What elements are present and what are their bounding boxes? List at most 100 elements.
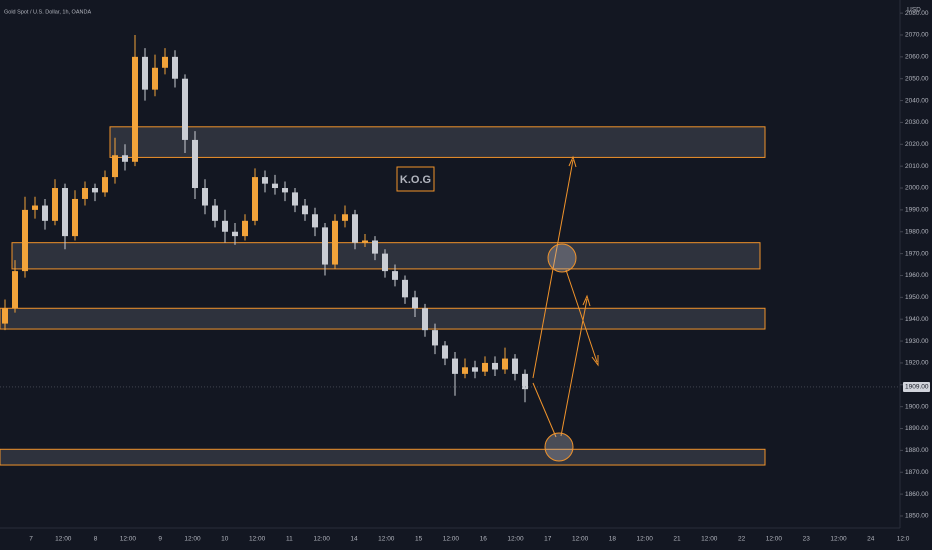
candle-body	[162, 56, 168, 68]
x-tick-label: 12:00	[120, 536, 137, 543]
candle-body	[252, 177, 258, 221]
zone	[0, 307, 766, 330]
y-tick-label: 1920.00	[905, 360, 929, 367]
candle-body	[282, 188, 288, 193]
candle-body	[202, 188, 208, 206]
candle-body	[22, 209, 28, 272]
x-tick-label: 12:00	[443, 536, 460, 543]
x-tick-label: 12:00	[701, 536, 718, 543]
y-tick-label: 2030.00	[905, 119, 929, 126]
candle-body	[422, 308, 428, 331]
x-tick-label: 22	[738, 536, 746, 543]
candle-body	[2, 308, 8, 324]
candle-body	[302, 205, 308, 215]
y-tick-label: 1960.00	[905, 272, 929, 279]
y-tick-label: 2070.00	[905, 32, 929, 39]
candle-body	[392, 271, 398, 280]
candle-body	[232, 231, 238, 237]
last-price-box	[903, 381, 930, 392]
candle-body	[322, 227, 328, 265]
last-price-label: 1909.00	[905, 384, 929, 391]
y-tick-label: 2040.00	[905, 97, 929, 104]
x-tick-label: 12:00	[637, 536, 654, 543]
drawings	[396, 155, 599, 462]
y-tick-label: 1940.00	[905, 316, 929, 323]
candle-body	[122, 155, 128, 162]
candle-body	[402, 279, 408, 298]
target-circle	[547, 243, 577, 273]
arrow-head	[582, 294, 591, 307]
candle-body	[82, 188, 88, 199]
candle-body	[432, 330, 438, 346]
candle-body	[212, 205, 218, 221]
y-tick-label: 1930.00	[905, 338, 929, 345]
y-tick-label: 1990.00	[905, 207, 929, 214]
candle-body	[332, 220, 338, 265]
candle-body	[192, 139, 198, 189]
x-tick-label: 17	[544, 536, 552, 543]
candle-body	[312, 214, 318, 228]
candle-body	[142, 56, 148, 90]
candle-body	[482, 362, 488, 372]
y-tick-label: 1900.00	[905, 403, 929, 410]
candle-body	[222, 220, 228, 232]
candle-body	[182, 78, 188, 140]
candle-body	[492, 362, 498, 370]
projection-arrow	[532, 382, 557, 438]
candle-body	[382, 253, 388, 272]
x-tick-label: 8	[94, 536, 98, 543]
x-tick-label: 7	[29, 536, 33, 543]
x-tick-label: 12:00	[507, 536, 524, 543]
candle-body	[472, 367, 478, 372]
y-tick-label: 1890.00	[905, 425, 929, 432]
x-tick-label: 16	[480, 536, 488, 543]
y-tick-label: 1880.00	[905, 447, 929, 454]
x-tick-label: 12:00	[830, 536, 847, 543]
candle-body	[152, 67, 158, 90]
candle-body	[242, 220, 248, 237]
candle-body	[112, 155, 118, 178]
projection-arrow	[560, 298, 588, 437]
y-tick-label: 1950.00	[905, 294, 929, 301]
y-tick-label: 2080.00	[905, 10, 929, 17]
x-tick-label: 9	[158, 536, 162, 543]
candle-body	[352, 214, 358, 243]
y-tick-label: 1870.00	[905, 469, 929, 476]
x-tick-label: 24	[867, 536, 875, 543]
x-tick-label: 12:00	[249, 536, 266, 543]
x-tick-label: 12:00	[314, 536, 331, 543]
x-tick-label: 11	[286, 536, 293, 543]
y-tick-label: 2050.00	[905, 75, 929, 82]
projection-arrow	[565, 269, 598, 363]
y-tick-label: 1980.00	[905, 228, 929, 235]
candle-body	[72, 198, 78, 237]
zone	[109, 126, 766, 158]
annotation-box	[396, 166, 435, 192]
x-tick-label: 10	[221, 536, 229, 543]
candle-body	[132, 56, 138, 162]
currency-label: USD	[907, 7, 921, 14]
candle-body	[272, 183, 278, 189]
x-tick-label: 18	[609, 536, 617, 543]
candle-body	[62, 188, 68, 237]
y-tick-label: 1970.00	[905, 250, 929, 257]
candle-body	[32, 205, 38, 210]
candle-body	[442, 345, 448, 359]
candle-body	[52, 188, 58, 221]
x-tick-label: 12:0	[897, 536, 910, 543]
candle-body	[522, 373, 528, 390]
y-tick-label: 2000.00	[905, 185, 929, 192]
candle-body	[512, 358, 518, 374]
candle-body	[372, 240, 378, 254]
x-tick-label: 12:00	[55, 536, 72, 543]
y-tick-label: 2010.00	[905, 163, 929, 170]
x-tick-label: 23	[803, 536, 811, 543]
arrow-head	[568, 155, 577, 168]
candle-body	[452, 358, 458, 374]
x-tick-label: 12:00	[766, 536, 783, 543]
zone	[0, 448, 766, 466]
x-tick-label: 15	[415, 536, 423, 543]
plot: 1850.00 1860.00 1870.00 1880.00 1890.00 1900.…	[0, 10, 930, 543]
